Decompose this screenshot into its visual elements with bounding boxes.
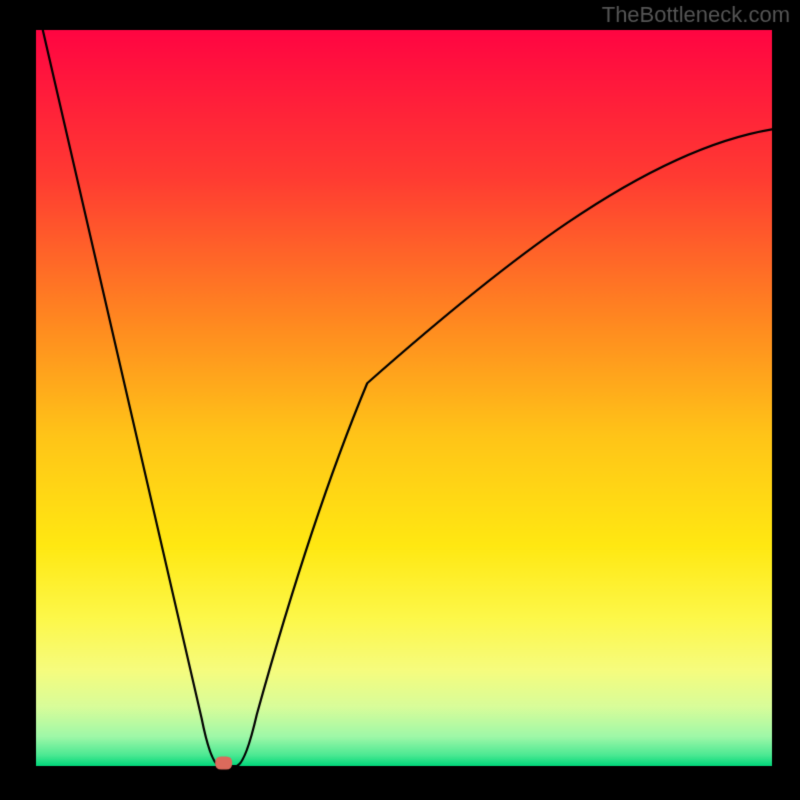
bottleneck-chart (0, 0, 800, 800)
